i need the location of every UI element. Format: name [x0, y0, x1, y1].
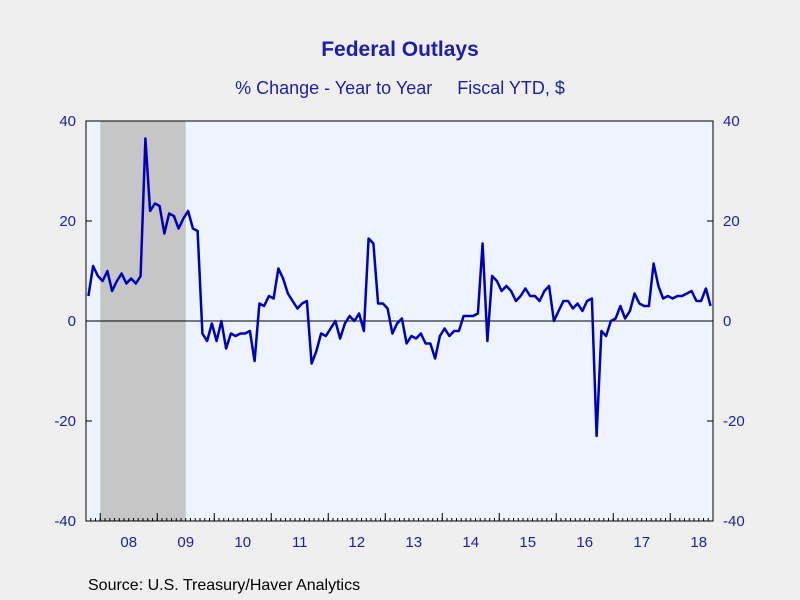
x-tick-label: 15 — [519, 534, 536, 551]
x-tick-label: 17 — [633, 534, 650, 551]
x-tick-label: 16 — [576, 534, 593, 551]
x-tick-label: 08 — [120, 534, 137, 551]
x-tick-label: 14 — [462, 534, 479, 551]
y-tick-label-left: 20 — [59, 213, 76, 230]
y-tick-label-right: 40 — [723, 113, 740, 130]
y-tick-label-left: 0 — [68, 313, 76, 330]
x-tick-label: 10 — [234, 534, 251, 551]
y-tick-label-right: -20 — [723, 413, 745, 430]
chart-subtitle: % Change - Year to Year Fiscal YTD, $ — [235, 78, 565, 98]
y-tick-label-right: 0 — [723, 313, 731, 330]
y-tick-label-right: 20 — [723, 213, 740, 230]
series-layer — [87, 137, 712, 438]
x-tick-label: 18 — [690, 534, 707, 551]
x-tick-label: 09 — [177, 534, 194, 551]
series-line-0 — [87, 137, 712, 438]
y-tick-label-left: -20 — [54, 413, 76, 430]
x-tick-label: 12 — [348, 534, 365, 551]
x-tick-label: 13 — [405, 534, 422, 551]
y-tick-label-right: -40 — [723, 513, 745, 530]
x-tick-label: 11 — [292, 534, 308, 551]
source-note: Source: U.S. Treasury/Haver Analytics — [88, 577, 361, 594]
axis-layer: 40 40 20 20 0 0 -20 -20 -40 -40 08 09 10 11 12 13 14 15 16… — [54, 113, 744, 551]
chart-title: Federal Outlays — [321, 38, 479, 61]
y-tick-label-left: 40 — [59, 113, 76, 130]
y-tick-label-left: -40 — [54, 513, 76, 530]
